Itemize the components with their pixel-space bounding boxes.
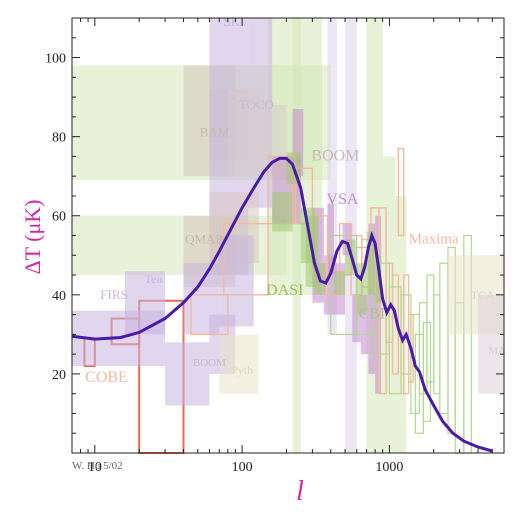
data-box-dasi bbox=[366, 231, 375, 295]
background-band bbox=[292, 18, 301, 453]
experiment-boom bbox=[183, 235, 254, 374]
data-box-cbi bbox=[439, 262, 449, 415]
experiment-pyth bbox=[219, 334, 259, 394]
experiment-toco bbox=[227, 89, 287, 177]
data-box-vsa bbox=[375, 215, 382, 394]
experiment-ma bbox=[478, 294, 504, 394]
data-box-boom bbox=[165, 342, 210, 406]
y-tick-label: 40 bbox=[52, 289, 66, 304]
data-box-boom bbox=[219, 235, 254, 327]
experiment-boom bbox=[165, 342, 210, 406]
y-tick-label: 80 bbox=[52, 131, 66, 146]
data-box-toco bbox=[253, 105, 287, 157]
x-tick-label: 100 bbox=[232, 460, 253, 475]
data-box-vsa bbox=[368, 223, 376, 374]
data-box-cbi bbox=[422, 321, 432, 422]
experiment-labels: COBE FIRS Ten BAM SK TOCO QMAP BOOM BOOM Pyth VSA M… bbox=[85, 14, 506, 386]
data-box-dasi bbox=[355, 263, 367, 315]
data-box-dasi bbox=[333, 271, 346, 295]
experiment-label-boom: BOOM bbox=[311, 147, 359, 164]
theory-curve bbox=[71, 156, 493, 453]
data-box-maxima bbox=[222, 222, 269, 296]
axis-ticks: 10 100 1000 20 40 60 80 100 bbox=[45, 17, 505, 475]
data-box-vsa bbox=[360, 294, 369, 355]
experiment-label-bam: BAM bbox=[200, 125, 230, 140]
experiment-label-qmap: QMAP bbox=[185, 231, 223, 246]
y-tick-label: 60 bbox=[52, 210, 66, 225]
x-tick-label: 1000 bbox=[375, 460, 403, 475]
experiment-label-sk: SK bbox=[223, 14, 240, 29]
experiment-label-maxima: Maxima bbox=[409, 231, 459, 247]
x-tick-label: 10 bbox=[88, 460, 102, 475]
experiment-label-boom: BOOM bbox=[193, 357, 226, 369]
data-box-ma bbox=[478, 294, 504, 394]
experiment-label-tca: TCA bbox=[471, 288, 495, 302]
y-tick-label: 20 bbox=[52, 368, 66, 383]
data-box-vsa bbox=[324, 255, 334, 315]
data-box-dasi bbox=[272, 192, 293, 232]
data-box-ten bbox=[124, 271, 166, 335]
experiment-label-toco: TOCO bbox=[239, 97, 274, 112]
experiment-boxes bbox=[72, 18, 504, 454]
x-axis-label: l bbox=[296, 476, 304, 507]
data-box-cbi bbox=[433, 294, 441, 395]
experiment-label-pyth: Pyth bbox=[231, 363, 253, 377]
data-box-vsa bbox=[292, 108, 304, 177]
experiment-label-dasi: DASI bbox=[266, 282, 303, 299]
experiment-label-cobe: COBE bbox=[85, 369, 128, 386]
experiment-label-vsa: VSA bbox=[326, 191, 358, 208]
data-box-maxima bbox=[190, 294, 229, 336]
y-axis-label: ΔT (μK) bbox=[20, 199, 45, 274]
experiment-label-cbi: CBI bbox=[358, 306, 385, 323]
data-box-maxima bbox=[397, 147, 405, 237]
y-tick-label: 100 bbox=[45, 52, 66, 67]
data-box-pyth bbox=[219, 334, 259, 394]
background-band bbox=[327, 18, 337, 335]
experiment-label-firs: FIRS bbox=[100, 287, 127, 302]
credit-text: W. Hu 5/02 bbox=[72, 460, 123, 472]
experiment-label-ten: Ten bbox=[145, 272, 163, 286]
data-box-dasi bbox=[374, 255, 382, 303]
experiment-ten bbox=[124, 271, 166, 335]
